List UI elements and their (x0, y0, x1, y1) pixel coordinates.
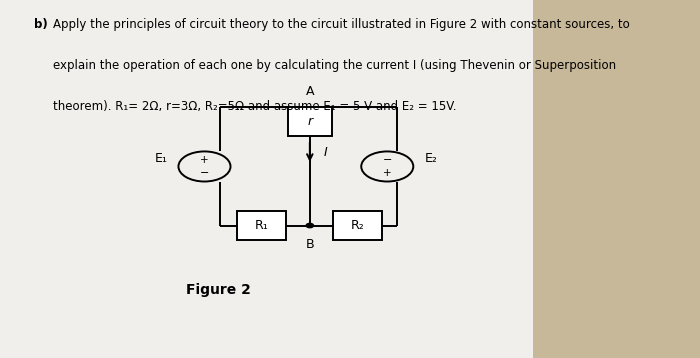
Text: B: B (305, 238, 314, 251)
Text: explain the operation of each one by calculating the current I (using Thevenin o: explain the operation of each one by cal… (52, 59, 616, 72)
Text: theorem). R₁= 2Ω, r=3Ω, R₂=5Ω and assume E₁ = 5 V and E₂ = 15V.: theorem). R₁= 2Ω, r=3Ω, R₂=5Ω and assume… (52, 100, 456, 113)
Text: Figure 2: Figure 2 (186, 283, 251, 297)
Text: E₂: E₂ (424, 153, 438, 165)
Text: R₂: R₂ (351, 219, 365, 232)
FancyBboxPatch shape (237, 211, 286, 240)
Text: Apply the principles of circuit theory to the circuit illustrated in Figure 2 wi: Apply the principles of circuit theory t… (52, 18, 629, 31)
Text: A: A (306, 86, 314, 98)
Text: +: + (383, 168, 391, 178)
Text: r: r (307, 115, 312, 128)
Circle shape (306, 223, 314, 228)
FancyBboxPatch shape (333, 211, 382, 240)
Text: b): b) (34, 18, 48, 31)
Text: E₁: E₁ (155, 153, 167, 165)
Text: −: − (383, 155, 392, 165)
Text: −: − (199, 168, 209, 178)
FancyBboxPatch shape (0, 0, 533, 358)
FancyBboxPatch shape (288, 107, 332, 136)
Text: +: + (200, 155, 209, 165)
Text: R₁: R₁ (255, 219, 269, 232)
Text: I: I (323, 146, 327, 159)
